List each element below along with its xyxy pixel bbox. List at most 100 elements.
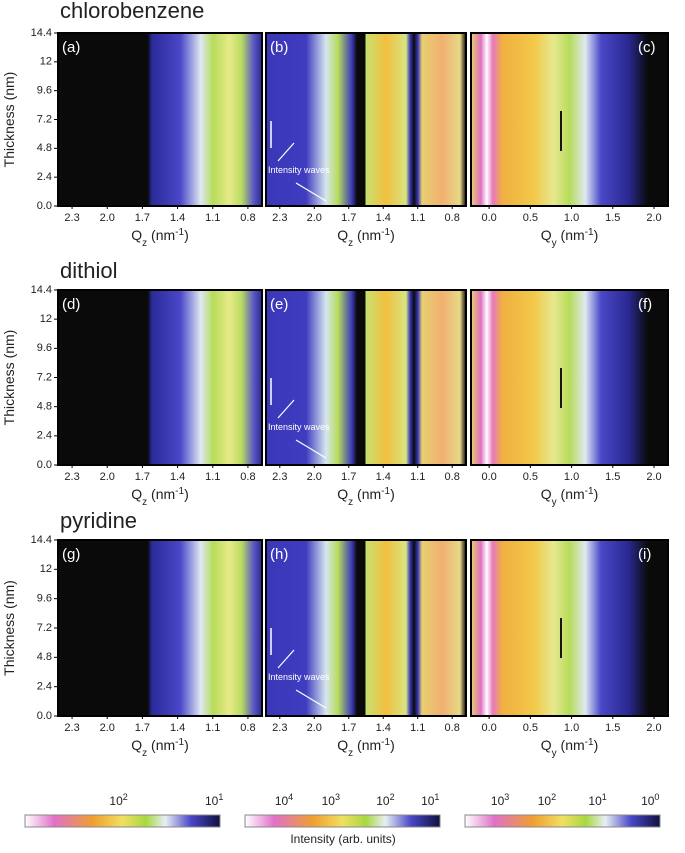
y-tick-label: 2.4 xyxy=(37,430,52,442)
y-tick-label: 9.6 xyxy=(37,342,52,354)
x-tick-label: 1.0 xyxy=(564,471,579,483)
tick-exponent: 1 xyxy=(218,792,223,802)
tick-base: 10 xyxy=(205,794,219,808)
x-axis-label-part: Q xyxy=(337,227,348,243)
x-tick-label: 2.0 xyxy=(646,722,661,734)
x-axis-label-part: -1 xyxy=(175,227,184,238)
colorbar-tick-label: 104 xyxy=(275,792,293,808)
y-tick-label: 14.4 xyxy=(31,284,52,296)
x-axis-label-part: y xyxy=(552,238,557,249)
x-axis-label-part: z xyxy=(348,497,353,508)
x-axis-label-part: (nm xyxy=(353,737,381,753)
arrow xyxy=(277,649,295,669)
tick-exponent: 4 xyxy=(288,792,293,802)
panel-frame xyxy=(265,32,467,207)
x-axis-label: Qz (nm-1) xyxy=(131,737,188,759)
x-axis-label-part: (nm xyxy=(353,227,381,243)
x-tick-label: 1.7 xyxy=(341,722,356,734)
x-tick-label: 2.0 xyxy=(307,212,322,224)
arrow xyxy=(295,439,327,459)
x-axis-label-part: ) xyxy=(594,486,599,502)
panel-label: (h) xyxy=(270,546,288,563)
x-axis-label-part: z xyxy=(348,748,353,759)
panel-label: (c) xyxy=(638,39,656,56)
tick-exponent: 3 xyxy=(335,792,340,802)
x-axis-label-part: (nm xyxy=(147,486,175,502)
y-tick-label: 9.6 xyxy=(37,593,52,605)
tick-base: 10 xyxy=(322,794,336,808)
x-tick-label: 1.4 xyxy=(376,471,391,483)
x-axis-label-part: ) xyxy=(184,737,189,753)
colorbar-label: Intensity (arb. units) xyxy=(290,832,395,846)
y-tick-label: 0.0 xyxy=(37,200,52,212)
tick-base: 10 xyxy=(275,794,289,808)
x-axis-label-part: (nm xyxy=(353,486,381,502)
x-axis-label-part: (nm xyxy=(147,227,175,243)
x-axis-label-part: -1 xyxy=(175,486,184,497)
x-tick-label: 1.7 xyxy=(135,471,150,483)
y-tick-label: 2.4 xyxy=(37,171,52,183)
x-axis-label-part: z xyxy=(142,748,147,759)
y-tick-label: 12 xyxy=(40,563,52,575)
x-axis-label-part: ) xyxy=(594,227,599,243)
y-tick-label: 0.0 xyxy=(37,710,52,722)
colorbar-tick-label: 101 xyxy=(588,792,606,808)
annotation: Intensity waves xyxy=(268,422,330,432)
panel-frame xyxy=(265,289,467,466)
y-tick-label: 14.4 xyxy=(31,27,52,39)
x-tick-label: 1.7 xyxy=(135,722,150,734)
panel-frame xyxy=(470,539,669,717)
tick-exponent: 2 xyxy=(551,792,556,802)
x-tick-label: 1.1 xyxy=(410,212,425,224)
x-tick-label: 2.3 xyxy=(272,212,287,224)
x-axis-label-part: ) xyxy=(594,737,599,753)
colorbar-tick-label: 101 xyxy=(205,792,223,808)
annotation: Intensity waves xyxy=(268,672,330,682)
x-tick-label: 2.0 xyxy=(100,471,115,483)
x-tick-label: 0.0 xyxy=(481,722,496,734)
tick-exponent: 2 xyxy=(390,792,395,802)
x-tick-label: 0.5 xyxy=(523,212,538,224)
x-axis-label-part: Q xyxy=(541,486,552,502)
heatmap-image xyxy=(471,290,668,465)
panel-label: (g) xyxy=(62,546,80,563)
x-axis-label-part: Q xyxy=(131,227,142,243)
x-axis-label-part: ) xyxy=(390,737,395,753)
x-axis-label-part: (nm xyxy=(557,737,585,753)
x-tick-label: 2.3 xyxy=(64,471,79,483)
x-axis-label-part: Q xyxy=(131,737,142,753)
x-axis-label-part: Q xyxy=(541,737,552,753)
x-tick-label: 0.8 xyxy=(445,722,460,734)
annotation: Intensity waves xyxy=(268,165,330,175)
x-tick-label: 0.0 xyxy=(481,471,496,483)
heatmap-image xyxy=(58,290,262,465)
heatmap-image xyxy=(471,540,668,716)
panel-label: (b) xyxy=(270,39,288,56)
colorbar-tick-label: 103 xyxy=(322,792,340,808)
y-tick-label: 7.2 xyxy=(37,622,52,634)
x-axis-label-part: Q xyxy=(541,227,552,243)
x-axis-label-part: (nm xyxy=(557,486,585,502)
heatmap-image xyxy=(58,33,262,206)
x-axis-label: Qz (nm-1) xyxy=(131,227,188,249)
x-axis-label-part: -1 xyxy=(381,227,390,238)
panel-label: (d) xyxy=(62,296,80,313)
x-tick-label: 0.8 xyxy=(445,471,460,483)
row-title: chlorobenzene xyxy=(60,0,204,23)
x-axis-label-part: -1 xyxy=(381,737,390,748)
panel-label: (f) xyxy=(638,296,652,313)
tick-base: 10 xyxy=(588,794,602,808)
colorbar-tick-label: 102 xyxy=(376,792,394,808)
tick-base: 10 xyxy=(641,794,655,808)
x-axis-label-part: z xyxy=(348,238,353,249)
tick-base: 10 xyxy=(538,794,552,808)
x-tick-label: 2.3 xyxy=(272,471,287,483)
y-tick-label: 0.0 xyxy=(37,459,52,471)
x-tick-label: 2.3 xyxy=(64,212,79,224)
x-tick-label: 0.5 xyxy=(523,722,538,734)
y-tick-label: 7.2 xyxy=(37,371,52,383)
x-tick-label: 2.0 xyxy=(307,722,322,734)
colorbar-tick-label: 102 xyxy=(109,792,127,808)
x-tick-label: 0.8 xyxy=(240,212,255,224)
